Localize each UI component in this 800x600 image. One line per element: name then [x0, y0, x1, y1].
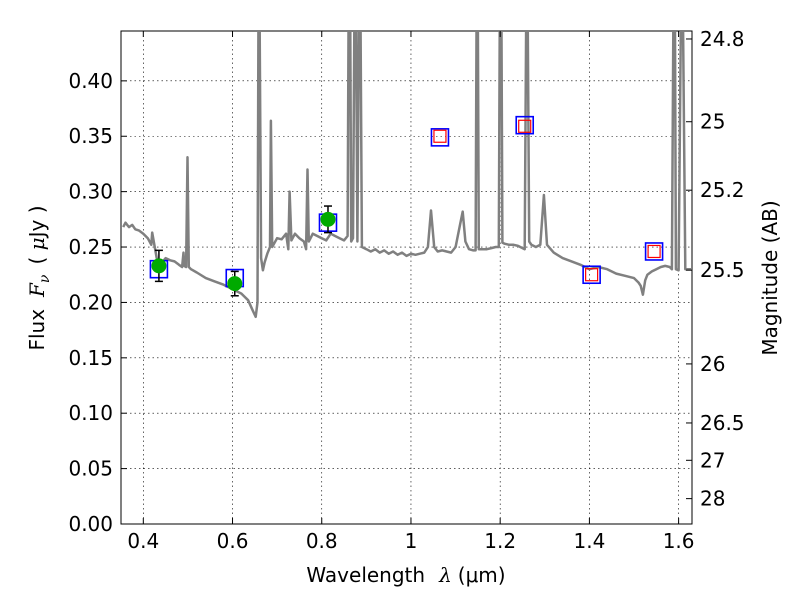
y-tick-label: 0.15: [68, 346, 113, 370]
y2-tick-label: 26: [700, 352, 725, 376]
x-axis-label: Wavelength λ (μm): [306, 563, 505, 587]
y-tick-label: 0.25: [68, 235, 113, 259]
y-tick-label: 0.30: [68, 180, 113, 204]
y-tick-label: 0.20: [68, 290, 113, 314]
x-tick-label: 1: [405, 529, 418, 553]
x-tick-label: 1.6: [663, 529, 695, 553]
x-tick-label: 0.6: [217, 529, 249, 553]
y-tick-label: 0.05: [68, 457, 113, 481]
spectrum-line: [122, 31, 692, 319]
photometry-point: [320, 211, 336, 227]
model-square-marker: [430, 128, 450, 147]
x-tick-label: 0.8: [306, 529, 338, 553]
y2-tick-label: 26.5: [700, 411, 745, 435]
y-tick-label: 0.00: [68, 512, 113, 536]
gridlines: [121, 31, 692, 525]
points-layer: [149, 115, 664, 297]
y-tick-label: 0.10: [68, 401, 113, 425]
x-tick-label: 1.4: [573, 529, 605, 553]
y2-tick-label: 24.8: [700, 27, 745, 51]
red-square-marker: [433, 129, 447, 143]
tick-labels: 0.4 0.6 0.8 1 1.2 1.4 1.6 0.00 0.05 0.10 0.15 0.20 0…: [68, 27, 744, 553]
ticks: [121, 31, 692, 525]
red-square-marker: [518, 119, 532, 133]
model-square-marker: [515, 115, 535, 135]
plot-frame: [120, 30, 693, 525]
y2-tick-label: 28: [700, 487, 725, 511]
photometry-point: [227, 276, 243, 292]
y-tick-label: 0.35: [68, 124, 113, 148]
y2-tick-label: 25.2: [700, 178, 745, 202]
model-square-marker: [644, 242, 664, 261]
y2-axis-label: Magnitude (AB): [758, 200, 782, 355]
y2-tick-label: 25.5: [700, 258, 745, 282]
x-tick-label: 0.4: [127, 529, 159, 553]
model-square-marker: [582, 265, 601, 285]
y-axis-label: FluxFν( μJy ): [25, 205, 53, 350]
y2-tick-label: 25: [700, 110, 725, 134]
y2-tick-label: 27: [700, 448, 725, 472]
photometry-point: [151, 258, 167, 274]
y-tick-label: 0.40: [68, 69, 113, 93]
red-square-marker: [647, 244, 661, 259]
x-tick-label: 1.2: [484, 529, 516, 553]
spectrum-layer: [122, 31, 692, 319]
red-square-marker: [585, 268, 599, 282]
